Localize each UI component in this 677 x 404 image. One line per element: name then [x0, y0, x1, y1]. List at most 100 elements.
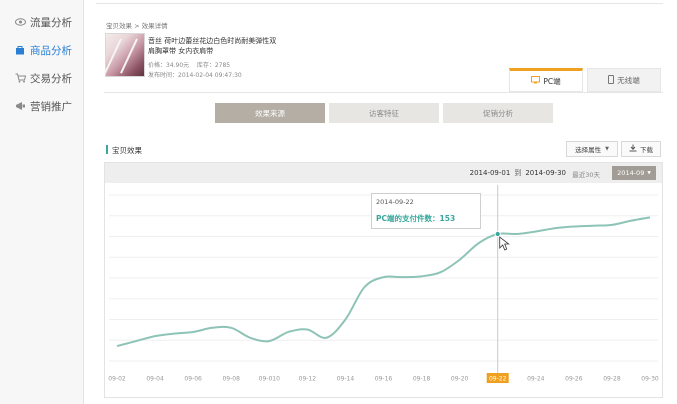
data-point — [611, 224, 613, 226]
x-tick-label: 09-16 — [375, 376, 393, 383]
series-line — [116, 216, 651, 348]
x-tick-label: 09-04 — [146, 376, 164, 383]
x-tick-label: 09-18 — [413, 376, 431, 383]
data-point — [382, 276, 384, 278]
download-button[interactable]: 下载 — [621, 141, 661, 157]
sidebar-item-trade[interactable]: 交易分析 — [0, 66, 84, 90]
chevron-down-icon: ▼ — [647, 170, 651, 176]
data-point — [535, 230, 537, 232]
sidebar: 流量分析 商品分析 交易分析 营销推广 — [0, 0, 84, 404]
highlighted-data-point — [494, 230, 501, 238]
product-listed-time: 发布时间：2014-02-04 09:47:30 — [148, 72, 242, 79]
date-range[interactable]: 2014-09-01 到 2014-09-30 — [470, 168, 566, 178]
section-title: 宝贝效果 — [112, 146, 142, 155]
x-tick-label: 09-010 — [259, 376, 280, 383]
tab-wireless[interactable]: 无线端 — [587, 68, 661, 92]
data-point — [116, 345, 118, 347]
megaphone-icon — [14, 100, 26, 112]
x-tick-label: 09-20 — [451, 376, 469, 383]
data-point — [477, 242, 479, 244]
product-price-stock: 价格：34.90元 库存：2785 — [148, 60, 230, 69]
data-point — [135, 340, 137, 342]
month-dropdown[interactable]: 2014-09 ▼ — [612, 166, 656, 180]
sidebar-item-label: 商品分析 — [30, 44, 72, 57]
data-point — [592, 225, 594, 227]
recent-30-days-link[interactable]: 最近30天 — [572, 171, 600, 179]
phone-icon — [608, 74, 615, 86]
download-label: 下载 — [640, 146, 653, 154]
x-tick-label: 09-02 — [108, 376, 126, 383]
sidebar-item-product[interactable]: 商品分析 — [0, 38, 84, 62]
data-point — [439, 271, 441, 273]
breadcrumb[interactable]: 宝贝效果 > 效果详情 — [106, 22, 168, 30]
data-point — [211, 327, 213, 329]
tooltip-date: 2014-09-22 — [376, 198, 414, 206]
data-point — [230, 327, 232, 329]
monitor-icon — [531, 76, 541, 86]
data-point — [154, 335, 156, 337]
date-start: 2014-09-01 — [469, 169, 511, 177]
data-point — [554, 227, 556, 229]
data-point — [192, 331, 194, 333]
top-divider — [96, 3, 663, 4]
x-tick-label: 09-12 — [299, 376, 317, 383]
mouse-cursor-icon — [499, 236, 510, 251]
cart-icon — [14, 72, 26, 84]
sidebar-item-label: 交易分析 — [30, 72, 72, 85]
eye-icon — [14, 16, 26, 28]
data-point — [363, 286, 365, 288]
product-thumbnail[interactable] — [105, 33, 145, 77]
section-marker — [106, 145, 108, 154]
date-end: 2014-09-30 — [525, 169, 566, 177]
data-point — [287, 331, 289, 333]
chevron-down-icon: ▼ — [605, 146, 609, 152]
x-tick-label: 09-24 — [527, 376, 545, 383]
select-attribute-dropdown[interactable]: 选择属性 ▼ — [566, 141, 618, 157]
product-price: 价格：34.90元 — [148, 62, 190, 69]
download-icon — [629, 144, 637, 154]
data-point — [630, 220, 632, 222]
product-title[interactable]: 音丝 荷叶边蕾丝花边白色时尚耐美弹性双肩胸罩带 女内衣肩带 — [148, 37, 277, 55]
x-tick-label: 09-06 — [184, 376, 202, 383]
x-tick-label: 09-30 — [641, 376, 659, 383]
data-point — [306, 328, 308, 330]
tab-pc[interactable]: PC端 — [509, 68, 583, 92]
month-label: 2014-09 — [617, 169, 645, 177]
sidebar-item-label: 流量分析 — [30, 16, 72, 29]
data-point — [649, 216, 651, 218]
tab-visitor-features[interactable]: 访客特征 — [329, 103, 439, 123]
data-point — [173, 332, 175, 334]
sidebar-item-marketing[interactable]: 营销推广 — [0, 94, 84, 118]
tab-pc-label: PC端 — [543, 76, 561, 86]
date-toolbar: 2014-09-01 到 2014-09-30 最近30天 2014-09 ▼ — [105, 163, 662, 183]
data-point — [573, 225, 575, 227]
x-tick-highlight-bg — [486, 373, 509, 383]
tooltip-value: PC端的支付件数：153 — [376, 214, 456, 223]
date-to: 到 — [514, 169, 522, 177]
data-point — [401, 276, 403, 278]
x-tick-label: 09-14 — [337, 376, 355, 383]
x-tick-label: 09-08 — [222, 376, 240, 383]
line-chart[interactable]: 09-02 09-04 09-06 09-08 09-010 09-12 09-14 09-1… — [105, 183, 662, 397]
data-point — [249, 337, 251, 339]
sidebar-item-label: 营销推广 — [30, 100, 72, 113]
data-point — [268, 340, 270, 342]
x-tick-label: 09-22 — [489, 376, 507, 383]
select-attribute-label: 选择属性 — [575, 146, 602, 154]
bag-icon — [14, 44, 26, 56]
chart-panel: 2014-09-01 到 2014-09-30 最近30天 2014-09 ▼ 09… — [104, 162, 663, 398]
tab-effect-source[interactable]: 效果来源 — [215, 103, 325, 123]
data-point — [516, 233, 518, 235]
x-tick-label: 09-26 — [565, 376, 583, 383]
tab-divider — [104, 92, 663, 93]
data-point — [458, 259, 460, 261]
sidebar-item-traffic[interactable]: 流量分析 — [0, 10, 84, 34]
tab-promotion-analysis[interactable]: 促销分析 — [443, 103, 553, 123]
data-point — [344, 318, 346, 320]
product-stock: 库存：2785 — [196, 62, 231, 69]
data-point — [420, 275, 422, 277]
x-tick-label: 09-28 — [603, 376, 621, 383]
chart-tooltip: 2014-09-22 PC端的支付件数：153 — [371, 193, 481, 229]
data-point — [325, 337, 327, 339]
